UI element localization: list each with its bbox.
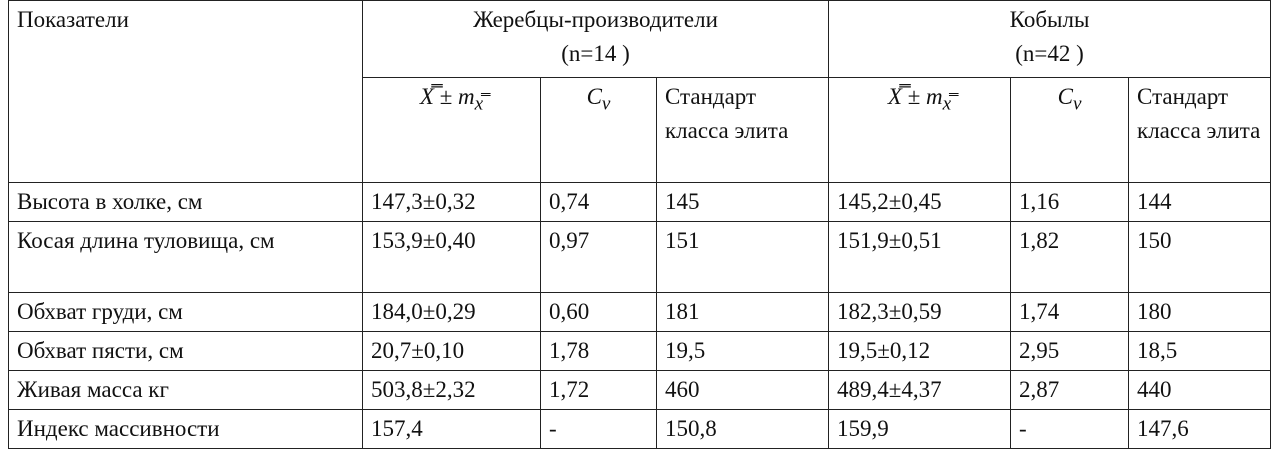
row-label: Обхват груди, см [8,292,363,332]
symbol: C [586,84,602,109]
group-n: (n=14 ) [561,41,630,66]
body-row: Обхват груди, см 184,0±0,29 0,60 181 182,3±0… [8,292,1272,332]
symbol: C [1057,84,1073,109]
subheader-row: X̿ ± mx̿ Cv Стандарт класса элита X̿ ± mx̿ C… [9,77,1272,183]
cell: 144 [1128,182,1272,222]
cell: 181 [655,292,830,332]
cell: 1,72 [540,370,657,410]
cell: 153,9±0,40 [362,221,541,293]
row-label: Индекс массивности [8,409,363,449]
group-header: Кобылы (n=42 ) [828,0,1272,78]
row-label: Обхват пясти, см [8,331,363,371]
body-row: Косая длина туловища, см 153,9±0,40 0,97 15… [8,221,1272,293]
cell: 184,0±0,29 [362,292,541,332]
cell: - [540,409,657,449]
row-label: Живая масса кг [8,370,363,410]
row-label: Высота в холке, см [8,182,363,222]
body-row: Индекс массивности 157,4-150,8 159,9-147,6 [8,409,1272,449]
symbol-sub: x̿ [942,93,952,115]
column-header: Стандарт класса элита [1128,77,1272,183]
cell: 0,74 [540,182,657,222]
row-label: Косая длина туловища, см [8,221,363,293]
column-header: Стандарт класса элита [655,77,830,183]
cell: 180 [1128,292,1272,332]
cell: 440 [1128,370,1272,410]
cell: - [1010,409,1130,449]
cell: 20,7±0,10 [362,331,541,371]
column-title: Стандарт класса элита [1137,84,1261,143]
cell: 1,74 [1010,292,1130,332]
column-header: X̿ ± mx̿ [362,77,541,183]
indicator-header: Показатели [8,0,363,183]
data-table: Показатели Жеребцы-производители (n=14 ) Ко… [8,0,1272,449]
group-header: Жеребцы-производители (n=14 ) [361,0,830,78]
body-row: Живая масса кг 503,8±2,32 1,72 460 489,4±4,3… [8,370,1272,410]
page: Показатели Жеребцы-производители (n=14 ) Ко… [8,0,1272,449]
symbol-sub: v [1072,93,1082,115]
cell: 503,8±2,32 [362,370,541,410]
cell: 489,4±4,37 [828,370,1012,410]
cell: 151 [655,221,830,293]
cell: 0,97 [540,221,657,293]
cell: 19,5±0,12 [828,331,1012,371]
cell: 182,3±0,59 [828,292,1012,332]
cell: 145,2±0,45 [828,182,1012,222]
cell: 147,3±0,32 [362,182,541,222]
column-header: X̿ ± mx̿ [828,77,1012,183]
cell: 19,5 [655,331,830,371]
cell: 159,9 [828,409,1012,449]
cell: 2,95 [1010,331,1130,371]
cell: 145 [655,182,830,222]
column-header: Cv [1010,77,1130,183]
cell: 157,4 [362,409,541,449]
group-title: Жеребцы-производители [473,7,718,32]
cell: 460 [655,370,830,410]
symbol: X̿ ± m [887,84,943,109]
cell: 2,87 [1010,370,1130,410]
column-title: Стандарт класса элита [665,84,789,143]
body-row: Высота в холке, см 147,3±0,32 0,74 145 145,2… [8,182,1272,222]
cell: 147,6 [1128,409,1272,449]
cell: 18,5 [1128,331,1272,371]
body-row: Обхват пясти, см 20,7±0,10 1,78 19,5 19,5±0,… [8,331,1272,371]
group-title: Кобылы [1009,7,1090,32]
cell: 1,16 [1010,182,1130,222]
cell: 1,82 [1010,221,1130,293]
cell: 150,8 [655,409,830,449]
cell: 1,78 [540,331,657,371]
header-row: Показатели Жеребцы-производители (n=14 ) Ко… [8,0,1272,183]
symbol-sub: x̿ [474,93,484,115]
column-header: Cv [540,77,657,183]
symbol-sub: v [601,93,611,115]
cell: 0,60 [540,292,657,332]
cell: 151,9±0,51 [828,221,1012,293]
symbol: X̿ ± m [419,84,475,109]
group-n: (n=42 ) [1015,41,1084,66]
cell: 150 [1128,221,1272,293]
